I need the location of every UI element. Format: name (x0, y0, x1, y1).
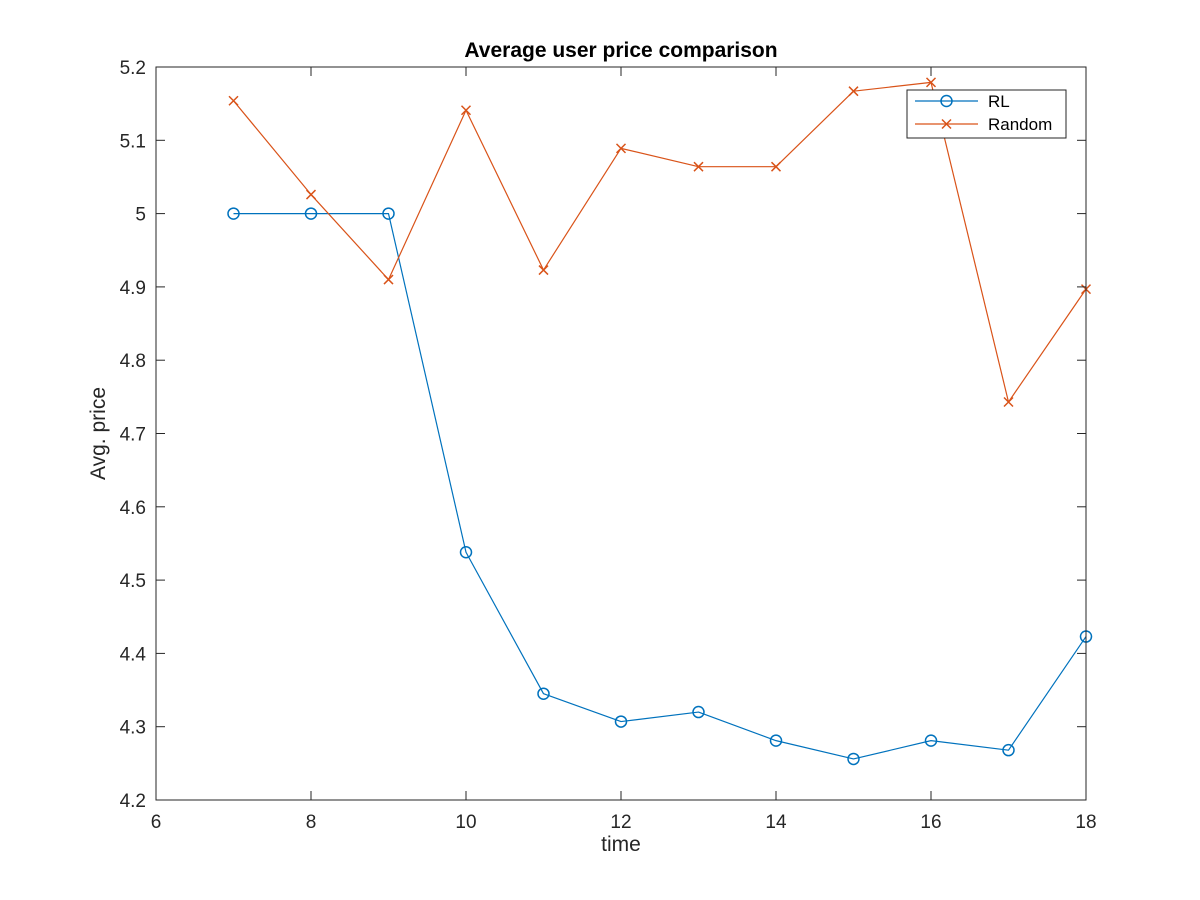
data-point-rl (304, 207, 318, 220)
legend-label: Random (988, 115, 1052, 134)
data-point-random (305, 189, 317, 200)
data-point-rl (614, 715, 628, 728)
data-point-rl (1002, 743, 1015, 757)
x-tick-label: 14 (765, 812, 787, 833)
data-point-random (770, 161, 782, 172)
y-tick-label: 5.1 (120, 131, 146, 152)
plot-area (156, 67, 1086, 800)
y-tick-label: 4.7 (120, 425, 146, 446)
y-tick-label: 4.6 (120, 498, 146, 519)
legend-box (906, 89, 1067, 139)
legend: RL Random (906, 89, 1067, 139)
data-point-rl (924, 734, 938, 747)
data-point-random (1003, 396, 1014, 408)
data-point-random (460, 105, 472, 116)
x-tick-label: 18 (1075, 812, 1096, 833)
legend-swatch-marker (941, 118, 952, 130)
data-point-rl (382, 207, 395, 220)
x-tick-label: 12 (610, 812, 631, 833)
data-point-random (693, 161, 704, 172)
legend-entry-rl: RL (915, 92, 1010, 111)
data-point-rl (847, 752, 860, 766)
x-tick-label: 8 (306, 812, 317, 833)
data-point-random (615, 143, 627, 154)
chart-title: Average user price comparison (464, 39, 777, 62)
series-line-rl (233, 213, 1087, 760)
data-point-rl (692, 705, 705, 719)
x-tick-label: 10 (455, 812, 476, 833)
data-point-rl (459, 545, 473, 559)
y-tick-label: 4.9 (120, 278, 146, 299)
data-point-random (383, 274, 394, 285)
data-point-rl (537, 687, 550, 700)
data-point-random (228, 95, 239, 106)
series-layer (227, 77, 1093, 766)
legend-label: RL (988, 92, 1010, 111)
y-tick-label: 4.4 (120, 644, 147, 665)
y-tick-label: 4.5 (120, 571, 146, 592)
x-axis-label: time (601, 833, 641, 856)
y-tick-label: 4.3 (120, 718, 146, 739)
y-axis-label: Avg. price (87, 387, 110, 480)
series-rl (227, 207, 1093, 766)
data-point-rl (769, 734, 783, 747)
data-point-random (848, 86, 859, 97)
y-tick-label: 5.2 (120, 58, 146, 79)
y-tick-label: 4.8 (120, 351, 146, 372)
y-tick-label: 5 (135, 205, 146, 226)
x-tick-label: 6 (151, 812, 162, 833)
y-tick-label: 4.2 (120, 791, 146, 812)
data-point-rl (227, 207, 240, 220)
legend-entry-random: Random (915, 115, 1052, 134)
data-point-random (538, 265, 549, 276)
x-tick-label: 16 (920, 812, 941, 833)
axes-layer: 6 8 10 12 14 16 18 4.2 4.3 4.4 4.5 4.6 4.7 4.8 4.9 5 5.1… (120, 58, 1097, 833)
legend-swatch-marker (940, 94, 953, 108)
data-point-random (925, 77, 937, 88)
